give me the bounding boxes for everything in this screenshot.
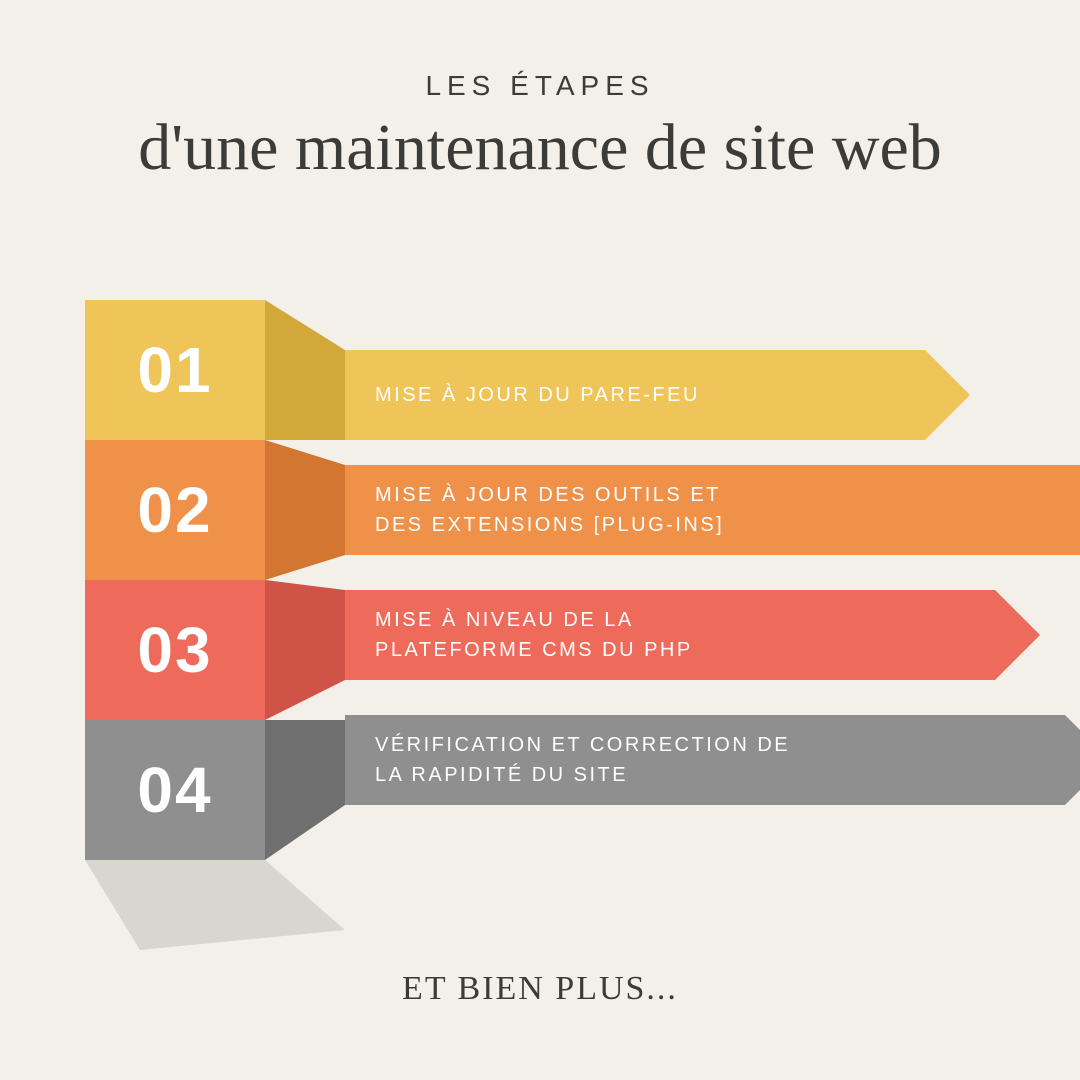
base-shadow: [85, 860, 345, 950]
step-arrow: MISE À JOUR DES OUTILS ETDES EXTENSIONS …: [345, 465, 1080, 555]
step-number: 01: [137, 333, 212, 407]
step-label: MISE À JOUR DES OUTILS ETDES EXTENSIONS …: [375, 480, 724, 540]
footer-text: ET BIEN PLUS...: [0, 970, 1080, 1008]
step-wedge: [265, 440, 345, 580]
step-row: 03 MISE À NIVEAU DE LAPLATEFORME CMS DU P…: [85, 580, 1080, 720]
step-wedge: [265, 720, 345, 860]
step-number-block: 03: [85, 580, 265, 720]
title: d'une maintenance de site web: [0, 110, 1080, 186]
step-number: 03: [137, 613, 212, 687]
step-number-block: 04: [85, 720, 265, 860]
step-wedge: [265, 580, 345, 720]
step-label: MISE À NIVEAU DE LAPLATEFORME CMS DU PHP: [375, 605, 693, 665]
step-number: 02: [137, 473, 212, 547]
step-label: MISE À JOUR DU PARE-FEU: [375, 380, 700, 410]
pretitle: LES ÉTAPES: [0, 70, 1080, 102]
step-number: 04: [137, 753, 212, 827]
step-number-block: 02: [85, 440, 265, 580]
arrow-tip: [995, 590, 1040, 680]
step-row: 01 MISE À JOUR DU PARE-FEU: [85, 300, 1080, 440]
step-number-block: 01: [85, 300, 265, 440]
step-arrow: VÉRIFICATION ET CORRECTION DELA RAPIDITÉ…: [345, 715, 1080, 805]
arrow-tip: [1065, 715, 1080, 805]
step-label: VÉRIFICATION ET CORRECTION DELA RAPIDITÉ…: [375, 730, 790, 790]
step-arrow: MISE À JOUR DU PARE-FEU: [345, 350, 970, 440]
steps-chart: 01 MISE À JOUR DU PARE-FEU 02 MISE À JOUR D…: [85, 300, 1080, 860]
arrow-tip: [925, 350, 970, 440]
step-wedge: [265, 300, 345, 440]
step-row: 04 VÉRIFICATION ET CORRECTION DELA RAPIDI…: [85, 720, 1080, 860]
step-row: 02 MISE À JOUR DES OUTILS ETDES EXTENSION…: [85, 440, 1080, 580]
header: LES ÉTAPES d'une maintenance de site web: [0, 0, 1080, 186]
step-arrow: MISE À NIVEAU DE LAPLATEFORME CMS DU PHP: [345, 590, 1040, 680]
